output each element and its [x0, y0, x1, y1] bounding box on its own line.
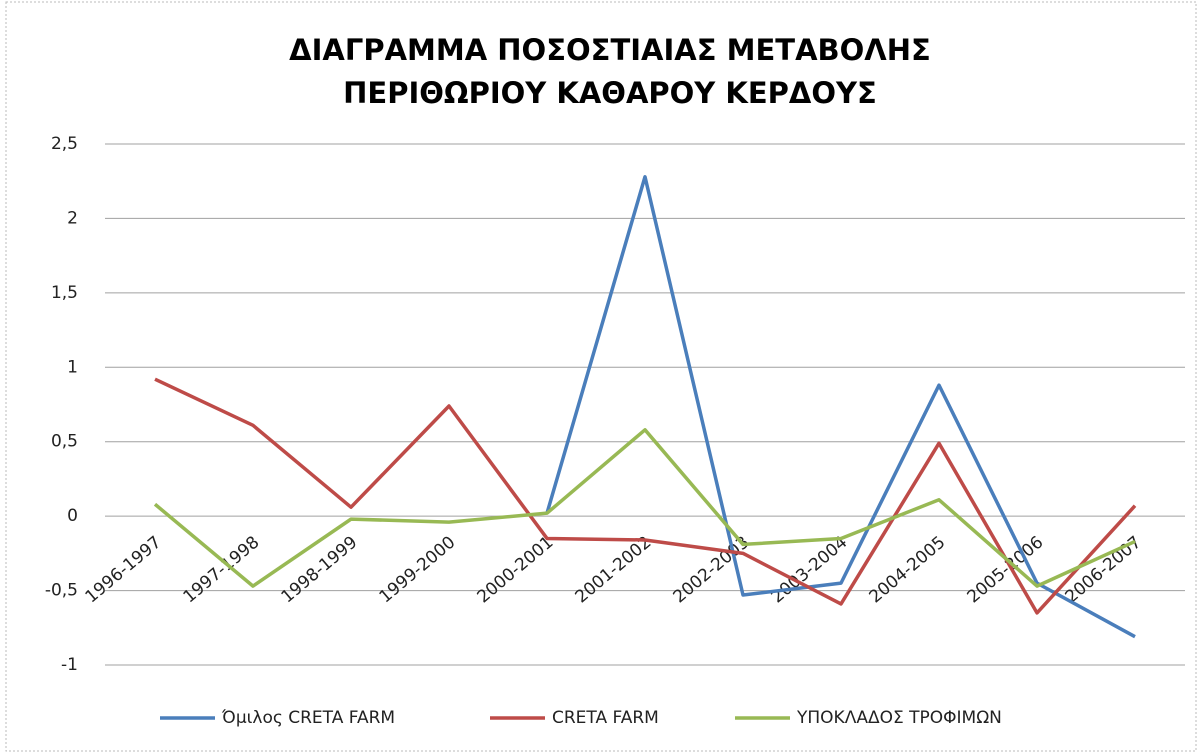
y-tick-label: 0,5	[51, 432, 78, 452]
y-tick-label: 1	[67, 357, 78, 377]
chart-title: ΠΕΡΙΘΩΡΙΟΥ ΚΑΘΑΡΟΥ ΚΕΡΔΟΥΣ	[343, 76, 877, 110]
legend-label: CRETA FARM	[552, 708, 659, 728]
y-tick-label: 0	[67, 506, 78, 526]
series-line	[154, 377, 1137, 615]
legend-label: Όμιλος CRETA FARM	[221, 708, 395, 728]
y-tick-label: -1	[61, 655, 78, 675]
y-tick-label: -0,5	[45, 581, 78, 601]
series-line	[153, 428, 1136, 588]
y-tick-label: 2	[67, 208, 78, 228]
y-tick-label: 1,5	[51, 283, 78, 303]
legend-label: ΥΠΟΚΛΑΔΟΣ ΤΡΟΦΙΜΩΝ	[796, 708, 1002, 728]
chart-border	[5, 1, 1197, 752]
series-line	[545, 174, 1136, 639]
y-tick-label: 2,5	[51, 134, 78, 154]
chart-title: ΔΙΑΓΡΑΜΜΑ ΠΟΣΟΣΤΙΑΙΑΣ ΜΕΤΑΒΟΛΗΣ	[289, 33, 931, 67]
